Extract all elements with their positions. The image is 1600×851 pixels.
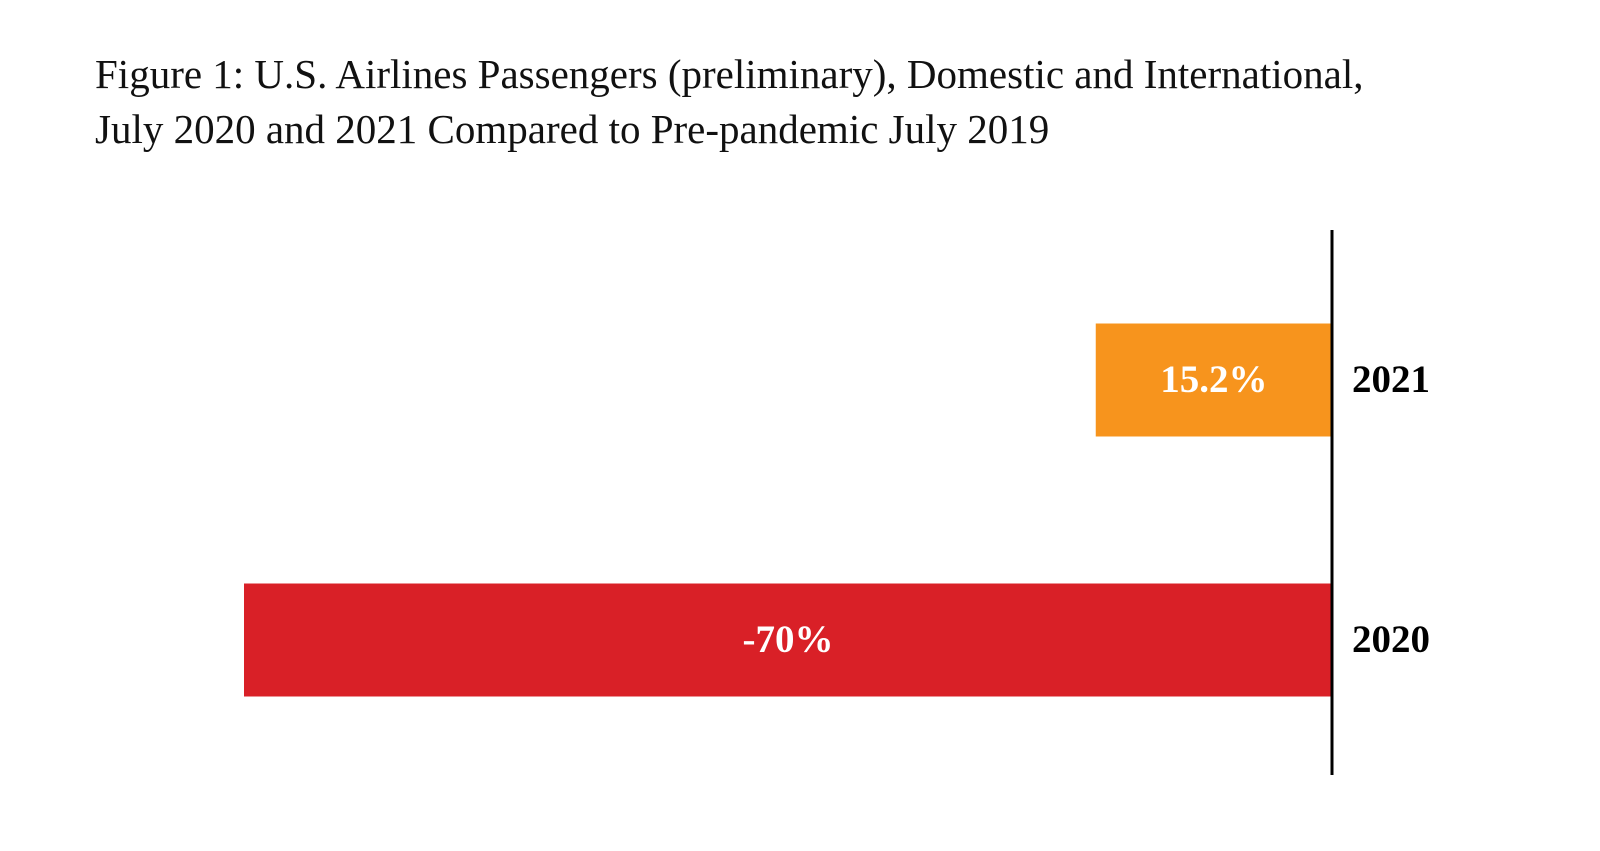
value-label: -70% xyxy=(743,618,834,661)
category-label: 2020 xyxy=(1352,618,1430,661)
bar xyxy=(244,583,1332,697)
chart-title: Figure 1: U.S. Airlines Passengers (prel… xyxy=(95,51,1363,97)
category-label: 2021 xyxy=(1352,358,1430,401)
bar xyxy=(1095,323,1332,437)
chart-title: July 2020 and 2021 Compared to Pre-pande… xyxy=(95,106,1049,152)
value-label: 15.2% xyxy=(1160,358,1267,401)
